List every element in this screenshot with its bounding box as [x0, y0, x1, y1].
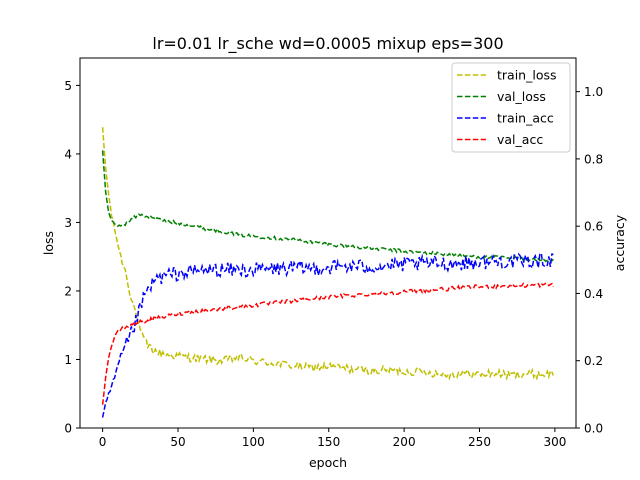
y-axis-right-label: accuracy: [612, 214, 627, 271]
y-axis-left: 0 1 2 3 4 5: [64, 79, 80, 436]
x-tick-label: 200: [393, 435, 416, 449]
y-right-tick-label: 0.4: [584, 287, 603, 301]
x-axis-label: epoch: [309, 455, 347, 470]
series-layer: [101, 127, 555, 418]
y-left-tick-label: 5: [64, 79, 72, 93]
y-left-tick-label: 3: [64, 216, 72, 230]
legend-label-train-loss: train_loss: [497, 68, 557, 83]
y-right-tick-label: 0.0: [584, 422, 603, 436]
plot-frame: [79, 57, 577, 429]
y-left-tick-label: 2: [64, 284, 72, 298]
y-right-tick-label: 0.6: [584, 220, 603, 234]
y-right-tick-label: 0.2: [584, 354, 603, 368]
y-right-tick-label: 1.0: [584, 85, 603, 99]
legend: train_loss val_loss train_acc val_acc: [451, 62, 571, 153]
x-axis: 0 50 100 150 200 250 300: [99, 428, 566, 449]
y-left-tick-label: 1: [64, 353, 72, 367]
y-axis-left-label: loss: [41, 231, 56, 255]
x-tick-label: 250: [468, 435, 491, 449]
x-tick-label: 300: [543, 435, 566, 449]
y-right-tick-label: 0.8: [584, 152, 603, 166]
y-left-tick-label: 4: [64, 147, 72, 161]
series-line-val-acc: [101, 282, 555, 405]
legend-box: [451, 62, 571, 153]
series-line-val-loss: [101, 150, 554, 263]
series-line-train-loss: [101, 127, 555, 381]
legend-label-train-acc: train_acc: [497, 111, 554, 126]
series-line-train-acc: [101, 251, 554, 418]
x-tick-label: 100: [242, 435, 265, 449]
y-axis-right: 0.0 0.2 0.4 0.6 0.8 1.0: [576, 85, 603, 436]
x-tick-label: 50: [170, 435, 185, 449]
chart-title: lr=0.01 lr_sche wd=0.0005 mixup eps=300: [152, 34, 503, 54]
x-tick-label: 150: [317, 435, 340, 449]
x-tick-label: 0: [99, 435, 107, 449]
y-left-tick-label: 0: [64, 422, 72, 436]
legend-label-val-loss: val_loss: [497, 89, 546, 104]
legend-label-val-acc: val_acc: [497, 132, 543, 147]
